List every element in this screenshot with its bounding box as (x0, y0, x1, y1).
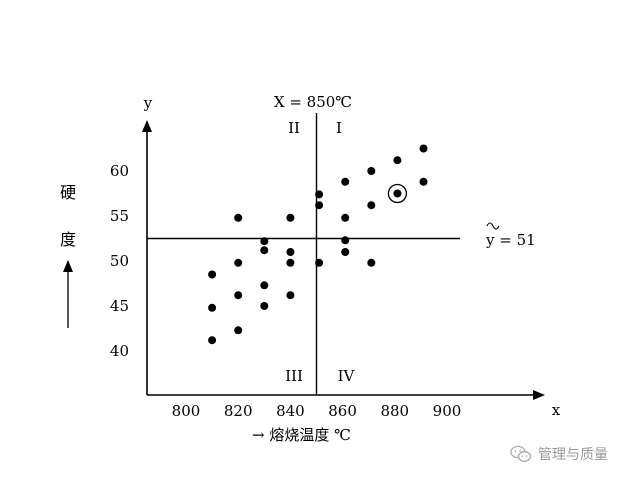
y-tick-label: 60 (110, 162, 129, 180)
data-point (208, 270, 217, 279)
x-tick-label: 840 (276, 402, 305, 420)
y-tick-label: 45 (110, 297, 129, 315)
data-point (208, 336, 217, 345)
y-label-arrowhead (63, 260, 73, 272)
data-point (234, 326, 243, 335)
data-point (419, 144, 428, 153)
data-point (234, 213, 243, 222)
data-point (341, 236, 350, 245)
data-point (393, 156, 402, 165)
data-point (367, 258, 376, 267)
quadrant-label-IV: IV (338, 367, 356, 385)
x-tick-label: 800 (172, 402, 201, 420)
data-point (286, 291, 295, 300)
divider-y-label: y = 51 (485, 231, 536, 249)
data-point (234, 291, 243, 300)
watermark-text: 管理与质量 (538, 447, 608, 463)
data-point (315, 190, 324, 199)
data-point (260, 237, 269, 246)
y-tick-label: 50 (110, 252, 129, 270)
data-point (286, 248, 295, 256)
quadrant-label-II: II (288, 119, 300, 137)
data-point (367, 201, 376, 210)
x-tick-label: 820 (224, 402, 253, 420)
x-axis-arrowhead (533, 390, 545, 400)
data-point (367, 167, 376, 175)
y-axis-label-char: 度 (60, 230, 76, 249)
data-point (208, 303, 217, 312)
divider-x-label: X = 850℃ (274, 93, 352, 111)
highlight-ring (387, 183, 408, 204)
y-axis-arrowhead (142, 120, 152, 132)
wechat-icon (510, 445, 532, 462)
x-tick-label: 860 (328, 402, 357, 420)
y-tick-label: 55 (110, 207, 129, 225)
data-point (286, 213, 295, 222)
x-tick-label: 900 (433, 402, 462, 420)
x-axis-label: → 熔烧温度 ℃ (252, 426, 351, 444)
quadrant-label-III: III (285, 367, 303, 385)
data-point (260, 246, 269, 255)
y-hat-mark (486, 222, 500, 230)
y-tick-label: 40 (110, 342, 129, 360)
watermark: 管理与质量 (510, 444, 608, 464)
x-tick-label: 880 (380, 402, 409, 420)
data-point (260, 302, 269, 310)
data-point (260, 281, 269, 290)
data-point (315, 201, 324, 210)
x-axis-letter: x (552, 401, 561, 419)
data-point (286, 258, 295, 267)
highlighted-data-point (393, 189, 402, 198)
y-axis-letter: y (143, 94, 153, 112)
data-point (341, 177, 350, 186)
data-point (341, 248, 350, 256)
data-point (234, 258, 243, 267)
quadrant-label-I: I (336, 119, 342, 137)
data-point (341, 213, 350, 222)
data-point (419, 177, 428, 186)
y-axis-label-char: 硬 (60, 183, 76, 202)
data-point (315, 258, 324, 267)
